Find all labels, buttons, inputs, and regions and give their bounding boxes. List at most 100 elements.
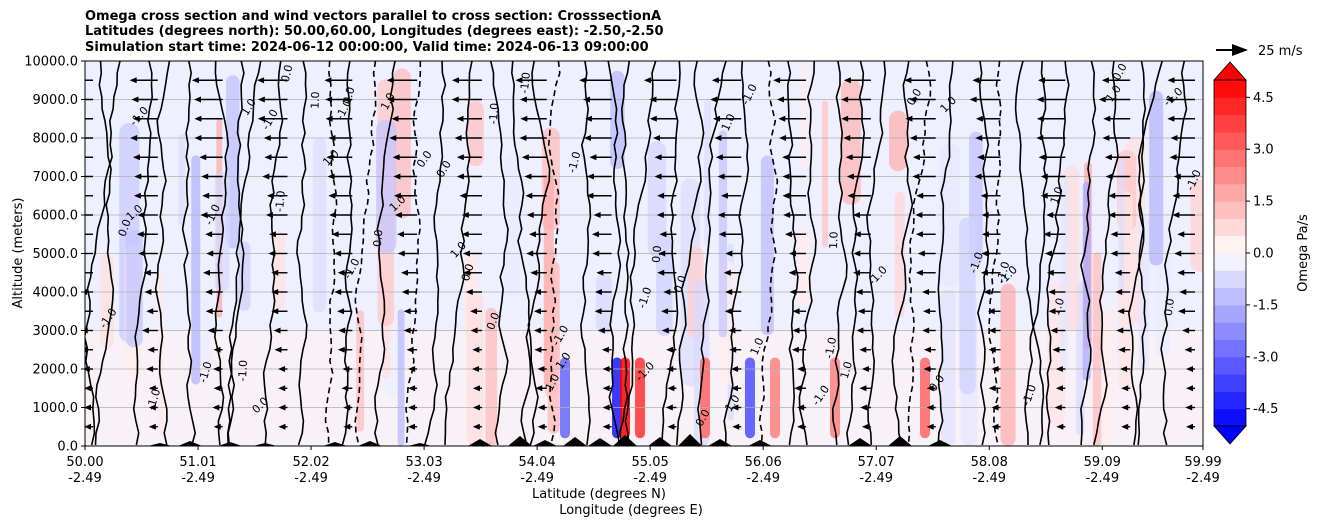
x-axis-label-longitude: Longitude (degrees E) — [559, 503, 703, 518]
wind-vector-head — [326, 154, 334, 161]
wind-vector-head — [403, 327, 411, 334]
wind-vector-head — [397, 250, 405, 257]
wind-vector-head — [915, 212, 923, 218]
wind-vector-head — [926, 423, 934, 430]
omega-patch — [941, 289, 956, 446]
y-tick-label: 3000.0 — [33, 324, 79, 339]
wind-vector-head — [519, 96, 527, 103]
wind-vector-head — [1167, 115, 1175, 122]
wind-vector-head — [981, 250, 989, 257]
wind-vector-head — [1056, 423, 1064, 430]
wind-vector-head — [74, 231, 81, 237]
wind-vector-head — [584, 115, 592, 122]
wind-vector-head — [797, 366, 805, 372]
omega-cell — [770, 357, 780, 439]
colorbar-bin — [1214, 218, 1246, 237]
colorbar-bin — [1214, 270, 1246, 289]
wind-vector-head — [860, 404, 868, 411]
wind-vector-head — [972, 77, 980, 84]
contour-line — [937, 61, 954, 446]
y-axis-label: Altitude (meters) — [11, 198, 26, 309]
wind-vector-head — [857, 308, 865, 315]
wind-vector-head — [191, 77, 199, 84]
wind-vector-head — [407, 423, 415, 430]
wind-vector-head — [732, 423, 740, 430]
wind-vector-head — [459, 192, 467, 199]
wind-vector-head — [138, 250, 146, 257]
wind-vector-head — [714, 135, 722, 141]
wind-vector-head — [463, 269, 471, 276]
wind-vector-head — [792, 327, 800, 334]
wind-vector-head — [143, 269, 151, 276]
wind-vector-head — [337, 346, 345, 353]
chart-title-line-3: Simulation start time: 2024-06-12 00:00:… — [85, 40, 649, 55]
wind-vector-head — [791, 346, 799, 353]
wind-vector-head — [328, 192, 336, 199]
wind-vector-head — [146, 366, 154, 372]
wind-vector-head — [718, 231, 726, 238]
wind-vector-head — [148, 385, 156, 392]
wind-vector-head — [1110, 250, 1118, 257]
wind-vector-head — [470, 327, 478, 334]
wind-vector-head — [1167, 77, 1175, 84]
y-tick-label: 9000.0 — [33, 93, 79, 108]
wind-vector-head — [147, 346, 155, 353]
colorbar-tick-label: -3.0 — [1253, 350, 1278, 365]
omega-cell — [635, 357, 645, 439]
wind-vector-head — [271, 269, 279, 276]
colorbar-bin — [1214, 235, 1246, 254]
wind-vector-head — [537, 423, 545, 430]
wind-vector-head — [257, 96, 265, 103]
x-tick-label-lat: 59.99 — [1184, 455, 1221, 470]
wind-vector-head — [461, 212, 469, 218]
wind-vector-head — [720, 192, 728, 199]
wind-vector-head — [1048, 308, 1056, 315]
contour-label: 0.0 — [650, 245, 664, 264]
contour-label: 0.0 — [340, 85, 357, 105]
wind-vector-head — [1043, 231, 1051, 238]
wind-vector-head — [472, 346, 480, 353]
colorbar-extend-min — [1213, 425, 1247, 445]
wind-vector-head — [533, 308, 541, 315]
wind-vector-head — [601, 346, 609, 353]
wind-vector-head — [710, 96, 718, 103]
wind-vector-head — [729, 346, 737, 353]
wind-vector-head — [1036, 96, 1044, 103]
chart-title-line-2: Latitudes (degrees north): 50.00,60.00, … — [85, 24, 664, 39]
contour-label: 0.0 — [279, 63, 296, 83]
wind-vector-head — [144, 289, 152, 295]
contour-line — [324, 61, 338, 446]
contour-line — [624, 61, 657, 446]
omega-patch — [125, 229, 143, 348]
wind-vector-head — [1172, 212, 1180, 218]
wind-vector-head — [146, 308, 154, 315]
contour-line — [510, 61, 532, 446]
wind-vector-head — [1165, 96, 1173, 103]
wind-vector-head — [461, 231, 469, 238]
wind-vector-head — [665, 404, 673, 411]
wind-vector-head — [194, 115, 202, 122]
omega-patch — [889, 110, 908, 172]
wind-vector-head — [843, 77, 851, 84]
wind-vector-head — [847, 192, 855, 199]
chart-title-line-1: Omega cross section and wind vectors par… — [85, 9, 662, 24]
contour-line — [354, 61, 377, 446]
wind-vector-head — [981, 231, 989, 238]
wind-vector-head — [452, 77, 460, 84]
wind-vector-head — [728, 327, 736, 334]
wind-vector-head — [391, 115, 399, 122]
omega-patch — [312, 137, 327, 313]
y-tick-label: 6000.0 — [33, 209, 79, 224]
wind-vector-head — [602, 404, 610, 411]
colorbar-bin — [1214, 322, 1246, 340]
wind-vector-head — [1038, 154, 1046, 161]
wind-vector-head — [85, 366, 90, 372]
y-tick-label: 10000.0 — [24, 55, 78, 70]
wind-vector-head — [265, 212, 273, 218]
wind-vector-head — [63, 116, 70, 122]
contour-line — [423, 61, 447, 446]
x-tick-label-lon: -2.49 — [1186, 471, 1220, 486]
wind-vector-head — [1115, 289, 1123, 295]
wind-vector-head — [472, 385, 480, 392]
